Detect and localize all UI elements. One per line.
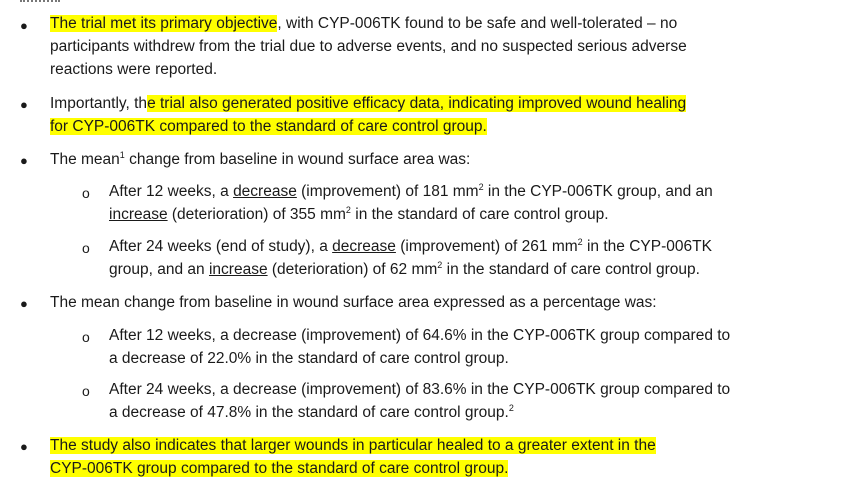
underlined-text: increase (208, 261, 268, 278)
footnote-ref: 2 (508, 402, 514, 413)
bullet-4-sub-2-line-2: a decrease of 47.8% in the standard of c… (109, 403, 514, 423)
bullet-2-line-2: for CYP-006TK compared to the standard o… (50, 117, 487, 137)
superscript: 2 (345, 204, 351, 215)
bullet-2-line-1: Importantly, the trial also generated po… (50, 94, 687, 114)
bullet-dot: ● (20, 97, 28, 112)
text: After 24 weeks (end of study), a (109, 238, 333, 255)
superscript: 2 (577, 236, 583, 247)
page-top-marker (20, 0, 60, 5)
sub-bullet: o (82, 383, 90, 399)
text: in the CYP-006TK group, and an (483, 183, 713, 200)
bullet-3-sub-1-line-2: increase (deterioration) of 355 mm2 in t… (109, 205, 609, 225)
text: (improvement) of 181 mm (296, 183, 479, 200)
bullet-4-sub-2-line-1: After 24 weeks, a decrease (improvement)… (109, 381, 731, 398)
bullet-4-line-1: The mean change from baseline in wound s… (50, 294, 657, 311)
superscript: 2 (437, 259, 443, 270)
superscript: 2 (478, 181, 484, 192)
text: in the standard of care control group. (442, 261, 700, 278)
bullet-3-sub-1-line-1: After 12 weeks, a decrease (improvement)… (109, 182, 713, 202)
highlight-primary-objective: The trial met its primary objective (50, 15, 278, 32)
text: The mean (50, 151, 120, 168)
bullet-5-line-1: The study also indicates that larger wou… (50, 436, 656, 456)
bullet-4-sub-1-line-1: After 12 weeks, a decrease (improvement)… (109, 327, 731, 344)
text: (improvement) of 261 mm (395, 238, 578, 255)
text: (deterioration) of 62 mm (267, 261, 438, 278)
footnote-ref: 1 (119, 149, 125, 160)
highlight-efficacy-cont: for CYP-006TK compared to the standard o… (50, 118, 487, 135)
highlight-larger-wounds-cont: CYP-006TK group compared to the standard… (50, 460, 509, 477)
text: in the CYP-006TK (582, 238, 712, 255)
bullet-5-line-2: CYP-006TK group compared to the standard… (50, 459, 509, 479)
highlight-larger-wounds: The study also indicates that larger wou… (50, 437, 656, 454)
underlined-text: decrease (332, 238, 396, 255)
bullet-3-sub-2-line-1: After 24 weeks (end of study), a decreas… (109, 237, 712, 257)
text: (deterioration) of 355 mm (167, 206, 346, 223)
highlight-efficacy: e trial also generated positive efficacy… (147, 95, 687, 112)
text: Importantly, th (50, 95, 148, 112)
text: change from baseline in wound surface ar… (124, 151, 471, 168)
bullet-1-line-2: participants withdrew from the trial due… (50, 38, 687, 55)
underlined-text: decrease (233, 183, 297, 200)
text: , with CYP-006TK found to be safe and we… (277, 15, 678, 32)
sub-bullet: o (82, 329, 90, 345)
sub-bullet: o (82, 185, 90, 201)
bullet-dot: ● (20, 153, 28, 168)
bullet-1-line-1: The trial met its primary objective, wit… (50, 14, 802, 34)
text: in the standard of care control group. (350, 206, 609, 223)
bullet-3-line-1: The mean1 change from baseline in wound … (50, 150, 470, 170)
text: After 12 weeks, a (109, 183, 234, 200)
text: group, and an (109, 261, 209, 278)
bullet-dot: ● (20, 18, 28, 33)
sub-bullet: o (82, 240, 90, 256)
bullet-1-line-3: reactions were reported. (50, 61, 218, 78)
bullet-dot: ● (20, 296, 28, 311)
bullet-4-sub-1-line-2: a decrease of 22.0% in the standard of c… (109, 350, 509, 367)
underlined-text: increase (109, 206, 168, 223)
text: a decrease of 47.8% in the standard of c… (109, 404, 509, 421)
bullet-3-sub-2-line-2: group, and an increase (deterioration) o… (109, 260, 700, 280)
bullet-dot: ● (20, 439, 28, 454)
